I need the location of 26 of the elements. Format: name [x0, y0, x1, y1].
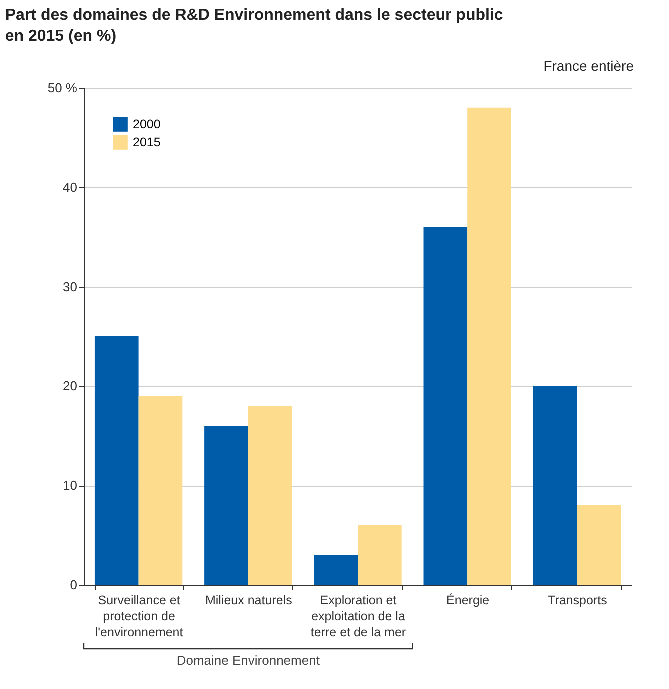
bar — [138, 396, 183, 585]
y-tick-label: 50 % — [48, 80, 78, 96]
x-tick-label: Transports — [548, 594, 608, 608]
bar — [94, 336, 139, 585]
x-tick-label: Exploration et exploitation de la terre et de la mer — [310, 594, 406, 640]
text: Domaine Environnement — [176, 653, 321, 668]
legend-label: 2015 — [133, 136, 161, 150]
bar — [248, 406, 292, 585]
bar — [358, 525, 402, 585]
y-tick-label: 40 — [63, 180, 78, 195]
y-tick-label: 30 — [63, 279, 78, 294]
legend-label: 2000 — [133, 118, 161, 132]
bar — [577, 505, 622, 585]
bar — [468, 108, 512, 585]
bar — [314, 555, 358, 585]
x-tick-label: Énergie — [446, 594, 490, 608]
chart-title: Part des domaines de R&D Environnement dans le secteur public en 2015 (en %) — [5, 7, 504, 45]
bar — [204, 426, 248, 585]
bar — [424, 227, 468, 585]
chart-subtitle: France entière — [544, 58, 634, 74]
bar — [533, 386, 578, 585]
y-tick-label: 0 — [70, 578, 78, 592]
x-tick-label: Milieux naturels — [205, 594, 292, 608]
y-tick-label: 20 — [63, 378, 78, 394]
x-tick-label: Surveillance et protection de l'environnement — [95, 594, 184, 640]
y-tick-label: 10 — [63, 478, 78, 494]
